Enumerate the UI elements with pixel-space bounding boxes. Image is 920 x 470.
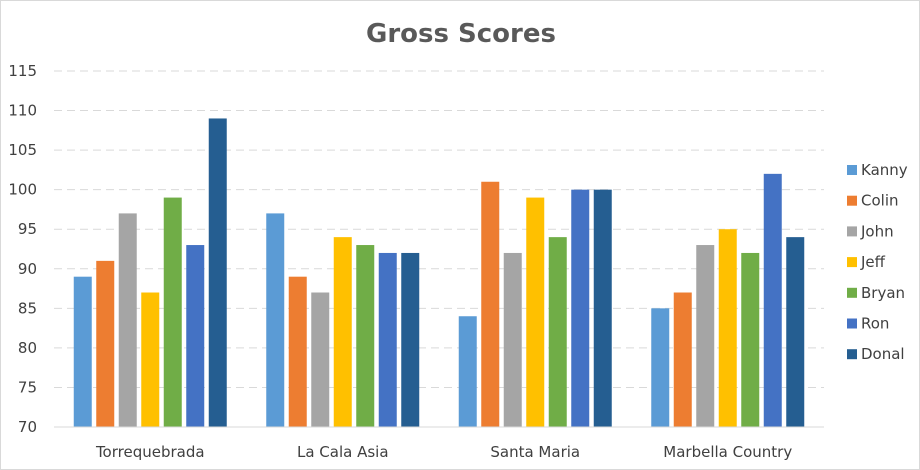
bar-ron-2: [378, 252, 397, 427]
bar-donal-4: [786, 237, 805, 427]
bar-donal-1: [208, 118, 227, 427]
legend-swatch: [847, 287, 857, 298]
bar-bryan-3: [548, 237, 567, 427]
bar-kanny-4: [651, 308, 670, 427]
bar-bryan-1: [163, 197, 182, 427]
bar-colin-2: [288, 276, 307, 427]
bar-kanny-1: [73, 276, 92, 427]
bar-jeff-3: [526, 197, 545, 427]
legend-swatch: [847, 257, 857, 268]
legend-swatch: [847, 318, 857, 329]
legend-label: Donal: [861, 345, 905, 363]
bar-colin-3: [481, 181, 500, 427]
bar-ron-3: [571, 189, 590, 427]
legend-label: Kanny: [861, 161, 908, 179]
y-axis-ticks: 70 75 80 85 90 95 100 105 110 115: [8, 62, 37, 436]
chart-title: Gross Scores: [366, 19, 556, 49]
y-tick-label: 85: [18, 299, 37, 317]
category-label: Marbella Country: [663, 443, 792, 461]
legend-swatch: [847, 165, 857, 175]
y-tick-label: 110: [8, 102, 37, 120]
legend-label: Ron: [861, 315, 889, 333]
gridlines: [54, 70, 824, 388]
y-tick-label: 90: [18, 260, 37, 278]
bar-john-1: [118, 213, 137, 427]
bar-john-4: [696, 245, 715, 427]
bar-jeff-1: [141, 292, 160, 427]
bar-ron-4: [763, 173, 782, 427]
y-tick-label: 70: [18, 418, 37, 436]
bar-kanny-3: [458, 316, 477, 427]
bar-bryan-2: [356, 245, 375, 427]
bar-kanny-2: [266, 213, 285, 427]
y-tick-label: 100: [8, 181, 37, 199]
bar-donal-3: [593, 189, 612, 427]
y-tick-label: 95: [18, 220, 37, 238]
y-tick-label: 115: [8, 62, 37, 80]
bar-john-3: [503, 252, 522, 427]
bar-colin-1: [96, 260, 115, 427]
legend-label: Jeff: [860, 253, 886, 271]
bar-colin-4: [673, 292, 692, 427]
legend-label: Bryan: [861, 284, 905, 302]
bar-jeff-2: [333, 237, 352, 427]
bar-donal-2: [401, 252, 420, 427]
y-tick-label: 75: [18, 378, 37, 396]
legend-swatch: [847, 195, 857, 206]
bar-john-2: [311, 292, 330, 427]
category-label: La Cala Asia: [297, 443, 389, 461]
legend-swatch: [847, 226, 857, 237]
bar-ron-1: [186, 245, 205, 427]
legend: Kanny Colin John Jeff Bryan Ron Donal: [847, 161, 908, 363]
x-axis-categories: Torrequebrada La Cala Asia Santa Maria Marb…: [95, 443, 792, 461]
bar-jeff-4: [718, 229, 737, 427]
category-label: Torrequebrada: [95, 443, 205, 461]
legend-label: John: [860, 222, 894, 240]
category-label: Santa Maria: [490, 443, 580, 461]
bars: [73, 118, 805, 427]
y-tick-label: 80: [18, 339, 37, 357]
legend-label: Colin: [861, 192, 899, 210]
bar-bryan-4: [741, 252, 760, 427]
y-tick-label: 105: [8, 141, 37, 159]
legend-swatch: [847, 349, 857, 360]
